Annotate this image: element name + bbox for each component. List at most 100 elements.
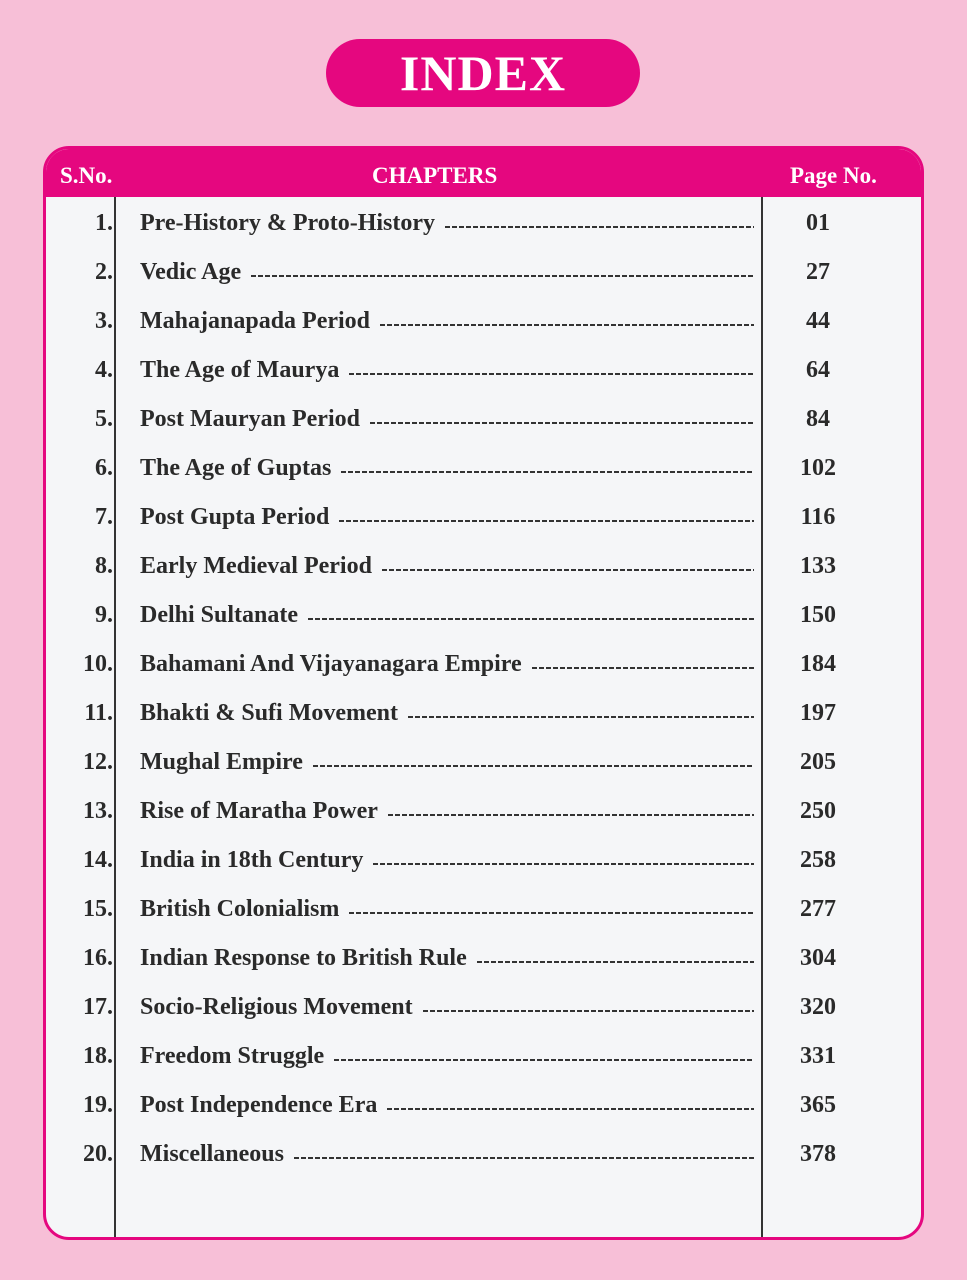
page-number: 258 — [800, 847, 836, 873]
serial-number: 16. — [83, 945, 113, 971]
chapter-entry: Rise of Maratha Power — [140, 798, 754, 825]
serial-number: 3. — [95, 308, 113, 334]
header-sno: S.No. — [60, 163, 113, 188]
dash-leader — [373, 862, 754, 865]
serial-number: 8. — [95, 553, 113, 579]
page-number: 184 — [800, 651, 836, 677]
page-number: 27 — [806, 259, 830, 285]
table-row: 15. British Colonialism 277 — [46, 885, 921, 934]
chapter-entry: Bhakti & Sufi Movement — [140, 700, 754, 727]
chapter-title: The Age of Maurya — [140, 357, 340, 383]
dash-leader — [349, 911, 754, 914]
header-chapters: CHAPTERS — [372, 163, 498, 188]
dash-leader — [349, 372, 754, 375]
dash-leader — [387, 813, 754, 816]
dash-leader — [445, 225, 754, 228]
serial-number: 9. — [95, 602, 113, 628]
chapter-title: Delhi Sultanate — [140, 602, 299, 628]
dash-leader — [476, 960, 754, 963]
table-row: 10. Bahamani And Vijayanagara Empire 184 — [46, 640, 921, 689]
chapter-title: Bhakti & Sufi Movement — [140, 700, 398, 726]
table-row: 20. Miscellaneous 378 — [46, 1130, 921, 1179]
dash-leader — [339, 519, 754, 522]
page-number: 102 — [800, 455, 836, 481]
chapter-title: India in 18th Century — [140, 847, 364, 873]
serial-number: 17. — [83, 994, 113, 1020]
serial-number: 7. — [95, 504, 113, 530]
chapter-title: The Age of Guptas — [140, 455, 332, 481]
table-row: 1. Pre-History & Proto-History 01 — [46, 199, 921, 248]
table-row: 8. Early Medieval Period 133 — [46, 542, 921, 591]
chapter-title: Mahajanapada Period — [140, 308, 371, 334]
page-number: 133 — [800, 553, 836, 579]
serial-number: 1. — [95, 210, 113, 236]
chapter-title: Bahamani And Vijayanagara Empire — [140, 651, 522, 677]
chapter-entry: Freedom Struggle — [140, 1043, 754, 1070]
dash-leader — [312, 764, 754, 767]
index-table: S.No. CHAPTERS Page No. 1. Pre-History &… — [43, 146, 924, 1240]
page-number: 250 — [800, 798, 836, 824]
chapter-title: Vedic Age — [140, 259, 242, 285]
table-row: 17. Socio-Religious Movement 320 — [46, 983, 921, 1032]
serial-number: 5. — [95, 406, 113, 432]
dash-leader — [369, 421, 754, 424]
chapter-title: Pre-History & Proto-History — [140, 210, 436, 236]
page-number: 331 — [800, 1043, 836, 1069]
chapter-entry: Post Mauryan Period — [140, 406, 754, 433]
table-row: 2. Vedic Age 27 — [46, 248, 921, 297]
page-number: 197 — [800, 700, 836, 726]
chapter-title: Miscellaneous — [140, 1141, 284, 1167]
chapter-title: Mughal Empire — [140, 749, 303, 775]
serial-number: 4. — [95, 357, 113, 383]
table-row: 4. The Age of Maurya 64 — [46, 346, 921, 395]
table-row: 5. Post Mauryan Period 84 — [46, 395, 921, 444]
column-divider — [114, 197, 116, 1237]
dash-leader — [408, 715, 754, 718]
page-number: 365 — [800, 1092, 836, 1118]
page-number: 01 — [806, 210, 830, 236]
chapter-title: Rise of Maratha Power — [140, 798, 378, 824]
table-row: 9. Delhi Sultanate 150 — [46, 591, 921, 640]
page-number: 44 — [806, 308, 830, 334]
chapter-title: British Colonialism — [140, 896, 340, 922]
chapter-title: Post Independence Era — [140, 1092, 378, 1118]
table-header: S.No. CHAPTERS Page No. — [46, 149, 921, 197]
serial-number: 12. — [83, 749, 113, 775]
chapter-entry: Mahajanapada Period — [140, 308, 754, 335]
table-row: 7. Post Gupta Period 116 — [46, 493, 921, 542]
header-page: Page No. — [790, 163, 877, 188]
dash-leader — [294, 1156, 754, 1159]
dash-leader — [381, 568, 754, 571]
table-row: 13. Rise of Maratha Power 250 — [46, 787, 921, 836]
chapter-entry: British Colonialism — [140, 896, 754, 923]
dash-leader — [387, 1107, 754, 1110]
serial-number: 19. — [83, 1092, 113, 1118]
dash-leader — [251, 274, 754, 277]
serial-number: 2. — [95, 259, 113, 285]
page-number: 84 — [806, 406, 830, 432]
serial-number: 11. — [84, 700, 113, 726]
dash-leader — [308, 617, 754, 620]
chapter-entry: Post Gupta Period — [140, 504, 754, 531]
page-number: 116 — [800, 504, 836, 530]
page-number: 378 — [800, 1141, 836, 1167]
chapter-entry: Mughal Empire — [140, 749, 754, 776]
serial-number: 13. — [83, 798, 113, 824]
chapter-entry: Bahamani And Vijayanagara Empire — [140, 651, 754, 678]
serial-number: 20. — [83, 1141, 113, 1167]
serial-number: 15. — [83, 896, 113, 922]
chapter-entry: India in 18th Century — [140, 847, 754, 874]
page-title: INDEX — [326, 39, 640, 107]
serial-number: 10. — [83, 651, 113, 677]
dash-leader — [341, 470, 754, 473]
chapter-title: Post Mauryan Period — [140, 406, 360, 432]
page-number: 64 — [806, 357, 830, 383]
table-row: 3. Mahajanapada Period 44 — [46, 297, 921, 346]
page-number: 320 — [800, 994, 836, 1020]
table-row: 18. Freedom Struggle 331 — [46, 1032, 921, 1081]
chapter-entry: The Age of Maurya — [140, 357, 754, 384]
chapter-entry: Vedic Age — [140, 259, 754, 286]
table-row: 14. India in 18th Century 258 — [46, 836, 921, 885]
chapter-title: Post Gupta Period — [140, 504, 330, 530]
dash-leader — [422, 1009, 754, 1012]
